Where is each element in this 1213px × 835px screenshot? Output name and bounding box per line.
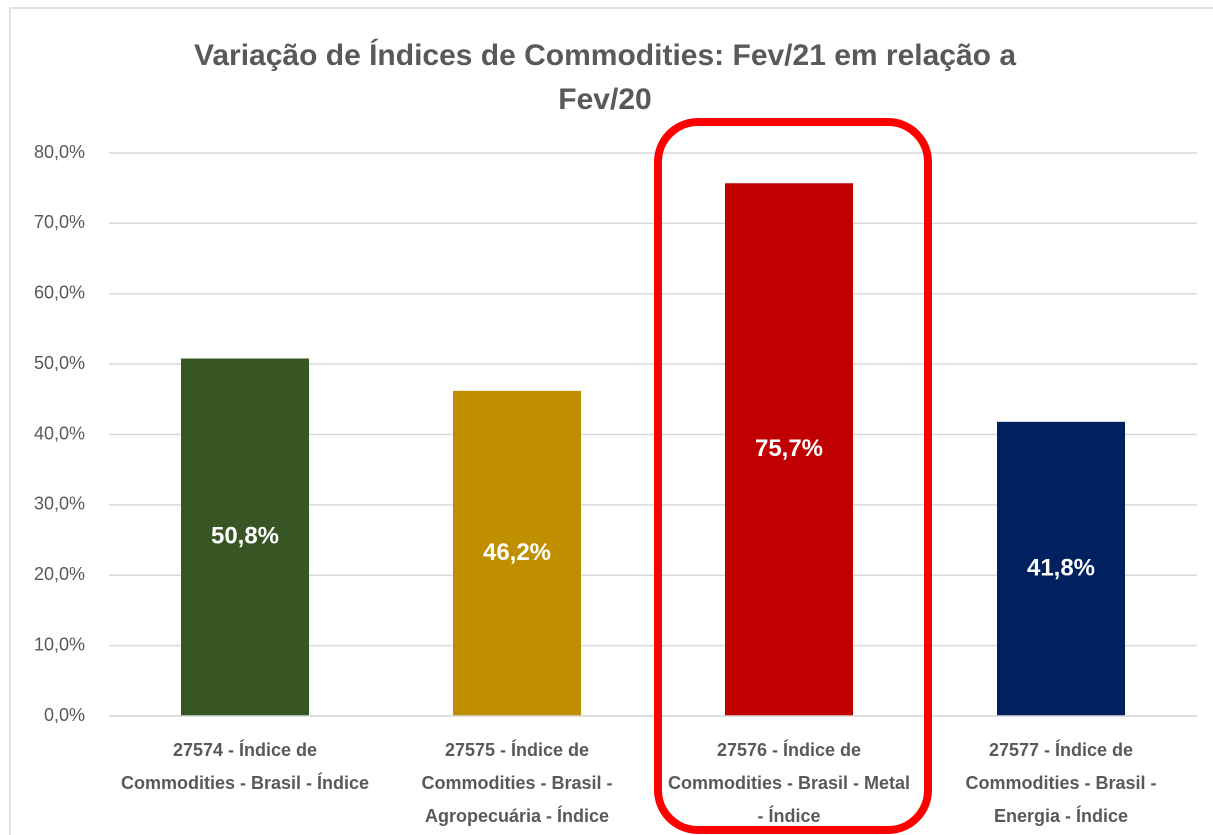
bar	[997, 421, 1125, 716]
y-tick-label: 80,0%	[34, 142, 85, 162]
bar	[181, 358, 309, 716]
x-tick-label: 27576 - Índice de Commodities - Brasil -…	[667, 740, 911, 826]
data-label: 46,2%	[483, 539, 551, 566]
bar	[453, 390, 581, 716]
y-tick-label: 10,0%	[34, 634, 85, 654]
x-tick-label: 27575 - Índice de Commodities - Brasil -…	[421, 740, 613, 826]
x-tick-label: 27577 - Índice de Commodities - Brasil -…	[965, 740, 1157, 826]
bar	[725, 183, 853, 717]
data-label: 50,8%	[211, 523, 279, 550]
x-tick-label: 27574 - Índice de Commodities - Brasil -…	[120, 740, 370, 793]
chart-border	[9, 7, 1213, 835]
y-tick-label: 20,0%	[34, 564, 85, 584]
y-tick-label: 60,0%	[34, 283, 85, 303]
y-tick-label: 30,0%	[34, 494, 85, 514]
chart-title: Variação de Índices de Commodities: Fev/…	[193, 39, 1017, 116]
y-tick-label: 70,0%	[34, 212, 85, 232]
data-label: 75,7%	[755, 435, 823, 462]
y-tick-label: 0,0%	[44, 705, 85, 725]
y-tick-label: 50,0%	[34, 353, 85, 373]
y-tick-label: 40,0%	[34, 423, 85, 443]
highlight-box	[654, 118, 932, 834]
data-label: 41,8%	[1027, 554, 1095, 581]
